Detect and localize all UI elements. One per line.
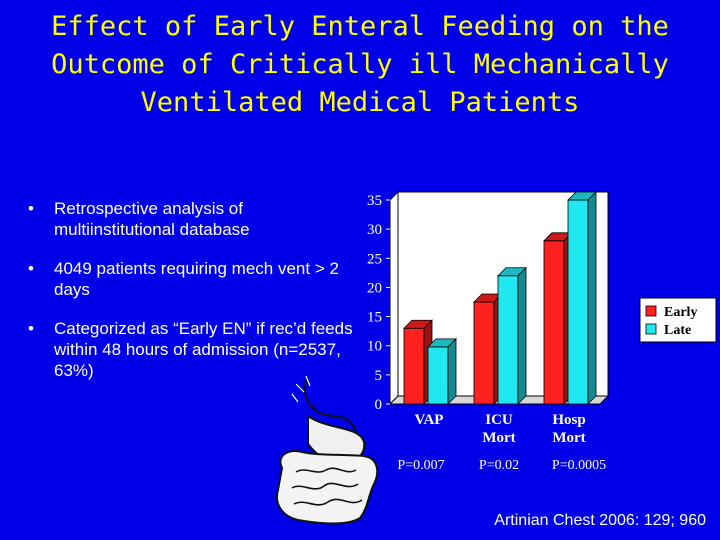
bar-early-1 [473,301,495,405]
x-tick-label: Hosp Mort [552,412,585,446]
p-value-label: P=0.0005 [552,458,606,473]
p-value-label: P=0.02 [479,458,519,473]
bullet-item: Retrospective analysis of multiinstituti… [28,198,358,240]
gastrointestinal-tract-icon [276,375,379,525]
y-tick-label: 0 [375,397,383,413]
x-tick-label: ICU Mort [482,412,515,446]
bar-late-1 [497,275,519,405]
y-tick-label: 30 [367,222,382,238]
bar-side-late-1 [517,266,527,405]
x-tick-label: VAP [415,412,444,428]
y-tick-label: 25 [367,251,382,267]
legend-label-early: Early [664,305,697,320]
bar-early-0 [403,327,425,405]
bar-chart: 0 5 10 15 20 25 30 35 VAP P=0.007 ICU Mort P=0.02 Hos… [367,190,717,473]
citation: Artinian Chest 2006: 129; 960 [494,512,706,529]
legend-swatch-late [645,323,657,335]
y-tick-label: 20 [367,280,382,296]
bullet-item: 4049 patients requiring mech vent > 2 da… [28,258,358,300]
bar-early-2 [543,240,565,405]
p-value-label: P=0.007 [397,458,444,473]
bar-late-2 [567,199,589,405]
y-tick-label: 5 [375,368,383,384]
y-tick-label: 35 [367,193,382,209]
y-tick-label: 10 [367,339,382,355]
bullet-list: Retrospective analysis of multiinstituti… [28,198,358,399]
y-tick-label: 15 [367,310,382,326]
legend-box [639,297,717,343]
slide-title: Effect of Early Enteral Feeding on the O… [51,11,669,118]
bullet-item: Categorized as “Early EN” if rec’d feeds… [28,318,358,381]
bar-side-late-0 [447,337,457,405]
bar-late-0 [427,346,449,405]
legend-swatch-early [645,305,657,317]
legend-label-late: Late [664,323,691,338]
bar-side-late-2 [587,191,597,405]
plot-side-wall [389,190,399,406]
